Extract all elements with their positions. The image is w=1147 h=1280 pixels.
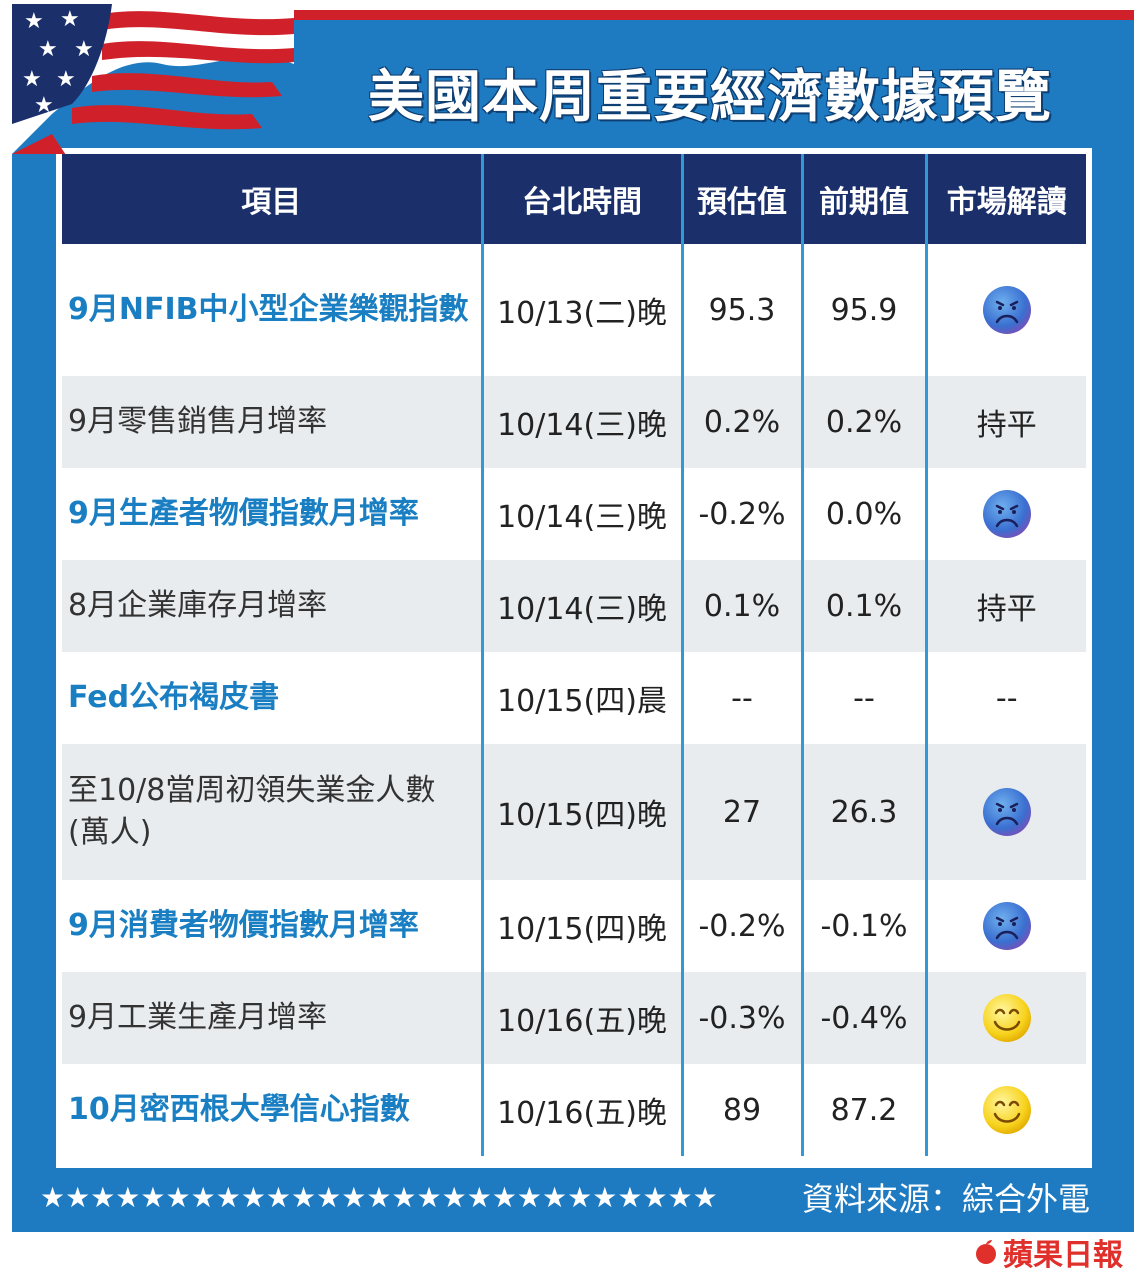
table-row: 9月NFIB中小型企業樂觀指數 10/13(二)晚 95.3 95.9: [62, 244, 1086, 376]
cell-item: 9月NFIB中小型企業樂觀指數: [62, 244, 484, 376]
footer-bar: ★★★★★★★★★★★★★★★★★★★★★★★★★★★ 資料來源：綜合外電: [40, 1172, 1120, 1222]
column-header-forecast: 預估值: [682, 154, 804, 244]
data-table-container: 項目 台北時間 預估值 前期值 市場解讀 9月NFIB中小型企業樂觀指數 10/1…: [56, 148, 1092, 1168]
cell-time: 10/15(四)晨: [482, 652, 684, 744]
table-row: 9月零售銷售月增率 10/14(三)晚 0.2% 0.2% 持平: [62, 376, 1086, 468]
column-header-previous: 前期值: [802, 154, 928, 244]
cell-reading: [926, 244, 1086, 376]
cell-previous: 0.2%: [802, 376, 928, 468]
apple-daily-logo: 蘋果日報: [973, 1232, 1123, 1273]
cell-reading: [926, 972, 1086, 1064]
sad-face-icon: [981, 902, 1033, 950]
cell-reading: [926, 880, 1086, 972]
table-row: Fed公布褐皮書 10/15(四)晨 -- -- --: [62, 652, 1086, 744]
cell-item: 9月生產者物價指數月增率: [62, 468, 484, 560]
cell-forecast: 95.3: [682, 244, 804, 376]
table-header-row: 項目 台北時間 預估值 前期值 市場解讀: [62, 154, 1086, 244]
table-row: 至10/8當周初領失業金人數(萬人) 10/15(四)晚 27 26.3: [62, 744, 1086, 880]
cell-time: 10/15(四)晚: [482, 880, 684, 972]
cell-reading: 持平: [926, 560, 1086, 652]
cell-reading: 持平: [926, 376, 1086, 468]
svg-text:★: ★: [74, 37, 94, 62]
svg-text:★: ★: [22, 67, 42, 92]
column-header-time: 台北時間: [482, 154, 684, 244]
cell-time: 10/14(三)晚: [482, 468, 684, 560]
svg-text:★: ★: [56, 67, 76, 92]
table-row: 9月消費者物價指數月增率 10/15(四)晚 -0.2% -0.1%: [62, 880, 1086, 972]
sad-face-icon: [981, 490, 1033, 538]
cell-previous: -0.4%: [802, 972, 928, 1064]
cell-item: Fed公布褐皮書: [62, 652, 484, 744]
cell-forecast: 0.1%: [682, 560, 804, 652]
cell-time: 10/16(五)晚: [482, 1064, 684, 1156]
cell-forecast: 0.2%: [682, 376, 804, 468]
cell-previous: 0.0%: [802, 468, 928, 560]
cell-forecast: 89: [682, 1064, 804, 1156]
column-header-item: 項目: [62, 154, 484, 244]
star-divider: ★★★★★★★★★★★★★★★★★★★★★★★★★★★: [40, 1180, 718, 1214]
cell-time: 10/15(四)晚: [482, 744, 684, 880]
cell-previous: --: [802, 652, 928, 744]
cell-item: 9月工業生產月增率: [62, 972, 484, 1064]
cell-previous: -0.1%: [802, 880, 928, 972]
table-row: 9月生產者物價指數月增率 10/14(三)晚 -0.2% 0.0%: [62, 468, 1086, 560]
page-title: 美國本周重要經濟數據預覽: [368, 64, 1052, 130]
smiley-face-icon: [981, 1086, 1033, 1134]
svg-text:★: ★: [60, 7, 80, 32]
cell-previous: 0.1%: [802, 560, 928, 652]
cell-forecast: -0.2%: [682, 880, 804, 972]
cell-time: 10/14(三)晚: [482, 560, 684, 652]
cell-item: 8月企業庫存月增率: [62, 560, 484, 652]
cell-item: 9月消費者物價指數月增率: [62, 880, 484, 972]
cell-reading: [926, 1064, 1086, 1156]
apple-logo-icon: [976, 1240, 996, 1264]
cell-time: 10/16(五)晚: [482, 972, 684, 1064]
svg-text:★: ★: [24, 9, 44, 34]
economic-data-table: 項目 台北時間 預估值 前期值 市場解讀 9月NFIB中小型企業樂觀指數 10/1…: [62, 154, 1086, 1156]
cell-item: 10月密西根大學信心指數: [62, 1064, 484, 1156]
table-row: 9月工業生產月增率 10/16(五)晚 -0.3% -0.4%: [62, 972, 1086, 1064]
cell-time: 10/13(二)晚: [482, 244, 684, 376]
sad-face-icon: [981, 286, 1033, 334]
cell-previous: 26.3: [802, 744, 928, 880]
cell-reading: [926, 744, 1086, 880]
cell-item: 至10/8當周初領失業金人數(萬人): [62, 744, 484, 880]
table-row: 8月企業庫存月增率 10/14(三)晚 0.1% 0.1% 持平: [62, 560, 1086, 652]
svg-text:★: ★: [38, 37, 58, 62]
table-row: 10月密西根大學信心指數 10/16(五)晚 89 87.2: [62, 1064, 1086, 1156]
column-header-reading: 市場解讀: [926, 154, 1086, 244]
cell-forecast: -0.2%: [682, 468, 804, 560]
us-flag-icon: ★ ★ ★ ★ ★ ★ ★: [12, 4, 294, 154]
cell-time: 10/14(三)晚: [482, 376, 684, 468]
cell-previous: 95.9: [802, 244, 928, 376]
cell-reading: --: [926, 652, 1086, 744]
smiley-face-icon: [981, 994, 1033, 1042]
logo-text: 蘋果日報: [1003, 1238, 1123, 1273]
cell-item: 9月零售銷售月增率: [62, 376, 484, 468]
sad-face-icon: [981, 788, 1033, 836]
cell-forecast: --: [682, 652, 804, 744]
source-note: 資料來源：綜合外電: [801, 1180, 1090, 1218]
svg-text:★: ★: [34, 93, 54, 118]
cell-reading: [926, 468, 1086, 560]
cell-forecast: -0.3%: [682, 972, 804, 1064]
cell-previous: 87.2: [802, 1064, 928, 1156]
cell-forecast: 27: [682, 744, 804, 880]
